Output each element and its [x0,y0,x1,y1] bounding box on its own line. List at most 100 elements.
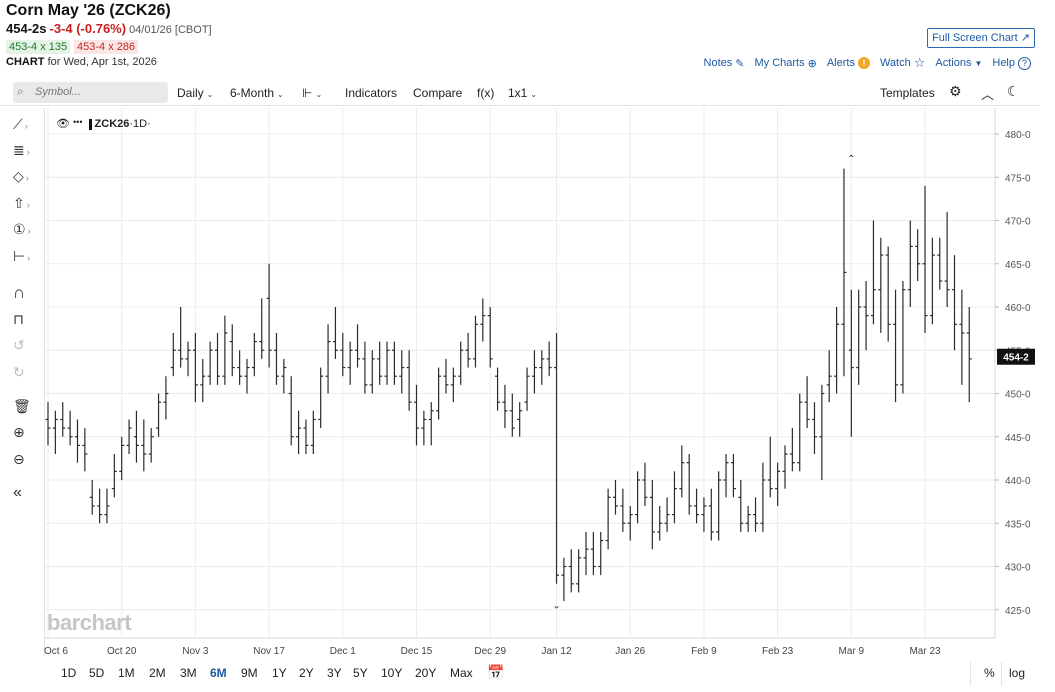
ohlc-bar [929,237,935,325]
templates-button[interactable]: Templates [880,86,935,100]
interval-dropdown[interactable]: Daily ⌄ [177,86,213,100]
ohlc-bar [804,376,810,429]
watch-label: Watch [879,57,911,69]
notes-link[interactable]: Notes ✎ [704,57,745,70]
period-3m[interactable]: 3M [180,666,197,680]
chart-for-date: for Wed, Apr 1st, 2026 [47,56,157,68]
calendar-icon[interactable]: 📅 [487,664,505,680]
ohlc-bar [170,332,176,377]
x-axis: Oct 6 Oct 20 Nov 3 Nov 17 Dec 1 Dec 15 Dec 29 J… [44,637,995,657]
ohlc-bar [738,480,744,532]
y-tick-label: 480-0 [1005,130,1031,141]
ohlc-bar [745,505,751,532]
period-max[interactable]: Max [450,666,473,680]
redo-button[interactable]: ↻ [13,364,37,381]
zoom-in-button[interactable]: ⊕ [13,424,37,441]
layout-dropdown[interactable]: 1x1 ⌄ [508,86,537,100]
help-label: Help [992,57,1015,69]
x-tick-label: Dec 29 [474,646,506,657]
redo-icon: ↻ [13,364,25,380]
undo-button[interactable]: ↺ [13,337,37,354]
caret-down-icon: ▼ [974,58,983,68]
ohlc-bar [273,332,279,385]
x-tick-label: Oct 6 [44,646,68,657]
percent-scale-toggle[interactable]: % [984,666,995,680]
bar-type-dropdown[interactable]: ⊩ ⌄ [302,86,322,100]
magnet-tool[interactable]: ∩ [13,283,37,303]
actions-label: Actions [935,57,972,69]
annotation-tool[interactable]: ① › [13,221,37,238]
ohlc-bar [421,410,427,446]
zoom-out-button[interactable]: ⊖ [13,451,37,468]
full-screen-button[interactable]: Full Screen Chart ↗ [927,28,1035,48]
ohlc-bar [391,341,397,385]
y-tick-label: 460-0 [1005,303,1031,314]
ohlc-bar [966,307,972,403]
eye-icon[interactable]: 👁 [56,118,70,130]
period-6m[interactable]: 6M [210,666,227,680]
ohlc-bar [436,367,442,420]
ohlc-bar [52,410,58,455]
ohlc-bar [465,332,471,368]
ohlc-bar [163,376,169,420]
period-10y[interactable]: 10Y [381,666,403,680]
collapse-up-icon[interactable]: ︿ [981,87,995,102]
ohlc-bar [119,436,125,480]
period-1m[interactable]: 1M [118,666,135,680]
y-tick-label: 445-0 [1005,433,1031,444]
help-link[interactable]: Help? [992,56,1031,70]
ohlc-bar [878,237,884,333]
collapse-sidebar-button[interactable]: « [13,484,37,502]
fibonacci-tool[interactable]: ≣ › [13,142,37,159]
search-icon: ⌕ [17,84,24,98]
compare-button[interactable]: Compare [413,86,463,100]
ohlc-bar [826,350,832,403]
period-20y[interactable]: 20Y [415,666,437,680]
period-2m[interactable]: 2M [149,666,166,680]
ohlc-bar [288,376,294,446]
price-summary: 454-2s -3-4 (-0.76%) 04/01/26 [CBOT] [6,21,212,36]
bottom-divider [1001,662,1002,686]
watch-link[interactable]: Watch ☆ [880,55,925,71]
period-3y[interactable]: 3Y [327,666,342,680]
shapes-tool[interactable]: ◇ › [13,168,37,185]
symbol-search-input[interactable] [13,82,168,103]
chevron-right-icon: › [24,121,28,131]
x-tick-label: Nov 3 [182,646,209,657]
arrow-tool[interactable]: ⇧ › [13,195,37,212]
ohlc-bar [885,246,891,342]
measure-tool[interactable]: ⊢ › [13,248,37,265]
range-dropdown[interactable]: 6-Month ⌄ [230,86,284,100]
full-screen-label: Full Screen Chart [932,32,1018,44]
settings-icon[interactable]: ⚙ [949,83,962,99]
period-1d[interactable]: 1D [61,666,77,680]
indicators-button[interactable]: Indicators [345,86,398,100]
more-options-icon[interactable]: ••• [73,117,83,127]
extreme-marker: ⌃ [847,154,855,165]
fx-button[interactable]: f(x) [477,86,495,100]
ohlc-bar [340,332,346,377]
actions-menu[interactable]: Actions ▼ [935,57,982,69]
ohlc-bar [458,341,464,385]
ohlc-bar [200,358,206,403]
trendline-tool[interactable]: ⟋ › [13,116,37,133]
alerts-link[interactable]: Alerts! [827,57,870,69]
lock-tool[interactable]: ⊓ [13,311,37,328]
delete-button[interactable]: 🗑 [13,398,37,415]
period-1y[interactable]: 1Y [272,666,287,680]
period-9m[interactable]: 9M [241,666,258,680]
interval-label: Daily [177,86,204,100]
x-tick-label: Feb 9 [691,646,717,657]
period-5y[interactable]: 5Y [353,666,368,680]
dark-mode-icon[interactable]: ☾ [1007,83,1020,99]
fibonacci-icon: ≣ [13,142,25,158]
period-2y[interactable]: 2Y [299,666,314,680]
period-5d[interactable]: 5D [89,666,105,680]
log-scale-toggle[interactable]: log [1009,666,1026,680]
y-axis: 425-0430-0435-0440-0445-0450-0455-0460-0… [994,108,1031,638]
extreme-marker: ⌄ [552,601,560,612]
my-charts-link[interactable]: My Charts ⊕ [754,57,816,70]
ohlc-bar [355,324,361,368]
y-tick-label: 475-0 [1005,173,1031,184]
